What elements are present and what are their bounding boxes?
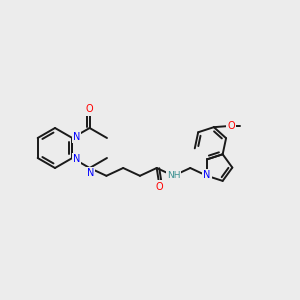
Text: N: N xyxy=(87,168,94,178)
Text: O: O xyxy=(86,104,94,115)
Text: N: N xyxy=(73,154,80,164)
Text: N: N xyxy=(203,170,211,180)
Text: NH: NH xyxy=(167,171,180,180)
Text: O: O xyxy=(227,121,235,131)
Text: N: N xyxy=(73,132,80,142)
Text: O: O xyxy=(156,182,164,191)
